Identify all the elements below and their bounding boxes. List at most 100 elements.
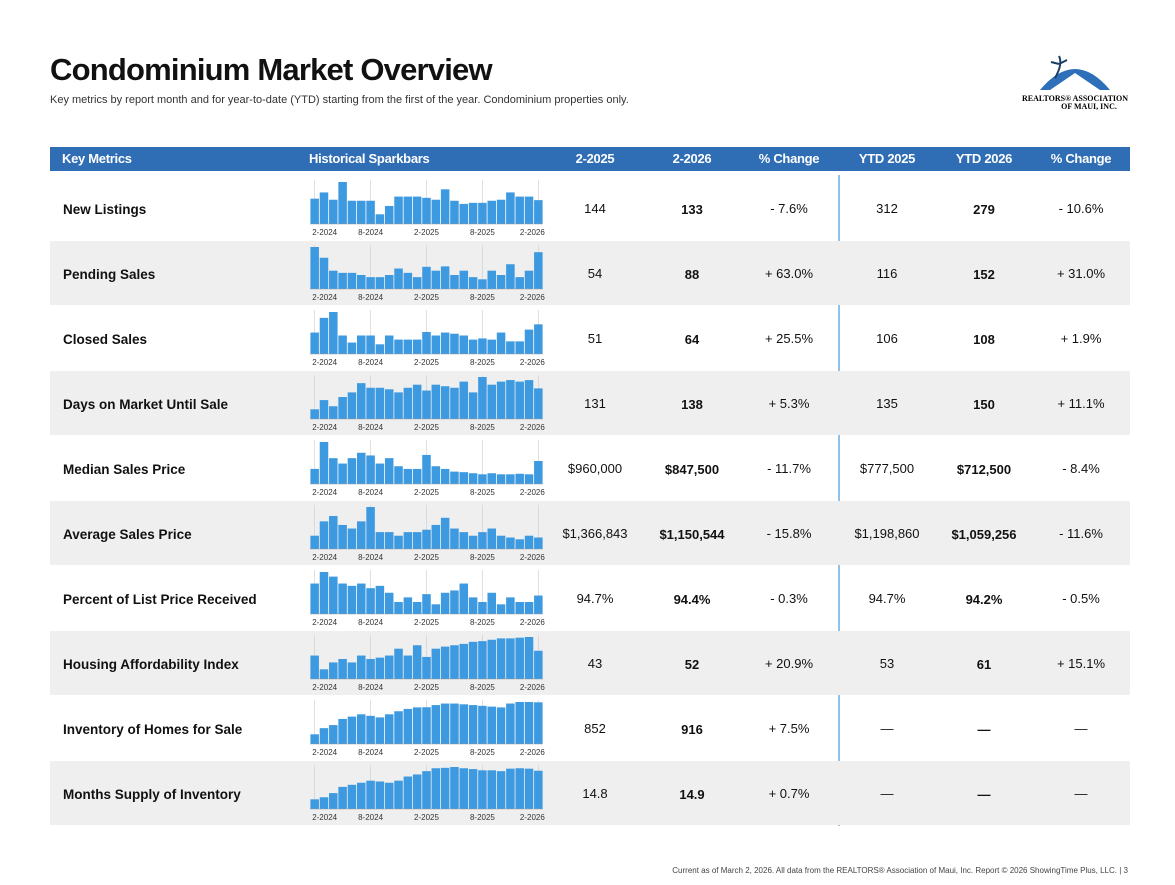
spark-bar bbox=[468, 641, 478, 679]
spark-bar bbox=[450, 645, 459, 679]
spark-bar bbox=[459, 381, 469, 419]
spark-bar bbox=[384, 714, 394, 744]
spark-bar bbox=[440, 646, 450, 679]
cell: 53 bbox=[879, 656, 895, 671]
spark-bar bbox=[524, 196, 534, 224]
spark-label: 2-2025 bbox=[414, 618, 439, 627]
spark-bar bbox=[366, 588, 375, 614]
cell: 94.4% bbox=[673, 592, 711, 607]
spark-bar bbox=[319, 400, 329, 419]
cell: 279 bbox=[973, 202, 995, 217]
metric-label: Inventory of Homes for Sale bbox=[63, 722, 243, 737]
spark-label: 2-2024 bbox=[312, 553, 337, 562]
header-bar bbox=[50, 147, 1130, 171]
column-header: % Change bbox=[1050, 151, 1112, 166]
spark-label: 8-2025 bbox=[470, 553, 495, 562]
row-bg bbox=[50, 501, 1130, 565]
spark-bar bbox=[422, 771, 431, 809]
spark-label: 8-2025 bbox=[470, 293, 495, 302]
spark-bar bbox=[347, 716, 357, 744]
spark-label: 2-2025 bbox=[414, 748, 439, 757]
spark-bar bbox=[459, 203, 469, 224]
column-header: YTD 2026 bbox=[955, 151, 1013, 166]
spark-bar bbox=[366, 658, 375, 679]
spark-bar bbox=[403, 387, 413, 419]
logo-text: REALTORS® ASSOCIATION bbox=[1022, 94, 1128, 103]
spark-label: 2-2026 bbox=[520, 683, 545, 692]
cell: 108 bbox=[973, 332, 995, 347]
spark-bar bbox=[468, 769, 478, 809]
logo: REALTORS® ASSOCIATION OF MAUI, INC. bbox=[1022, 55, 1128, 111]
spark-bar bbox=[338, 718, 347, 744]
spark-bar bbox=[468, 339, 478, 354]
cell: + 1.9% bbox=[1060, 331, 1102, 346]
spark-bar bbox=[468, 473, 478, 484]
spark-bar bbox=[310, 468, 319, 484]
row-bg bbox=[50, 371, 1130, 435]
spark-bar bbox=[515, 381, 524, 419]
spark-bar bbox=[338, 397, 347, 419]
cell: — bbox=[1074, 786, 1088, 801]
spark-bar bbox=[440, 767, 450, 809]
spark-label: 8-2025 bbox=[470, 683, 495, 692]
spark-bar bbox=[394, 602, 403, 614]
spark-bar bbox=[487, 528, 496, 549]
spark-bar bbox=[515, 768, 524, 809]
cell: 94.2% bbox=[965, 592, 1003, 607]
spark-label: 2-2025 bbox=[414, 293, 439, 302]
row-bg bbox=[50, 761, 1130, 825]
spark-bar bbox=[496, 638, 506, 679]
spark-label: 2-2026 bbox=[520, 423, 545, 432]
spark-bar bbox=[422, 656, 431, 679]
column-header: Key Metrics bbox=[62, 151, 132, 166]
spark-bar bbox=[534, 537, 543, 549]
spark-bar bbox=[394, 780, 403, 809]
spark-label: 2-2024 bbox=[312, 423, 337, 432]
column-header: 2-2026 bbox=[672, 151, 712, 166]
metric-label: Housing Affordability Index bbox=[63, 657, 239, 672]
spark-bar bbox=[384, 532, 394, 549]
spark-bar bbox=[440, 386, 450, 419]
sparkbars: 2-2024 8-2024 2-2025 8-2025 2-2026 bbox=[310, 310, 545, 367]
spark-label: 8-2024 bbox=[358, 618, 383, 627]
spark-bar bbox=[403, 272, 413, 289]
spark-bar bbox=[357, 452, 366, 484]
spark-bar bbox=[347, 392, 357, 419]
spark-bar bbox=[450, 528, 459, 549]
cell: 14.8 bbox=[582, 786, 608, 801]
spark-bar bbox=[506, 597, 515, 614]
cell: + 63.0% bbox=[764, 266, 814, 281]
spark-bar bbox=[338, 335, 347, 354]
spark-bar bbox=[394, 466, 403, 484]
spark-bar bbox=[347, 585, 357, 614]
spark-bar bbox=[496, 535, 506, 549]
spark-bar bbox=[375, 214, 385, 224]
spark-label: 2-2024 bbox=[312, 293, 337, 302]
spark-bar bbox=[440, 592, 450, 614]
cell: 94.7% bbox=[868, 591, 906, 606]
cell: 43 bbox=[587, 656, 603, 671]
spark-bar bbox=[357, 200, 366, 224]
cell: + 0.7% bbox=[768, 786, 810, 801]
cell: — bbox=[977, 722, 991, 737]
cell: 916 bbox=[681, 722, 703, 737]
spark-bar bbox=[403, 597, 413, 614]
spark-bar bbox=[338, 524, 347, 549]
spark-label: 8-2025 bbox=[470, 618, 495, 627]
spark-bar bbox=[384, 335, 394, 354]
spark-bar bbox=[366, 335, 375, 354]
spark-bar bbox=[440, 332, 450, 354]
cell: + 20.9% bbox=[764, 656, 814, 671]
cell: 150 bbox=[973, 397, 995, 412]
spark-bar bbox=[403, 532, 413, 549]
spark-bar bbox=[329, 458, 338, 484]
spark-bar bbox=[347, 342, 357, 354]
spark-bar bbox=[403, 776, 413, 809]
spark-bar bbox=[384, 655, 394, 679]
spark-bar bbox=[375, 781, 385, 809]
cell: + 7.5% bbox=[768, 721, 810, 736]
spark-bar bbox=[515, 196, 524, 224]
spark-bar bbox=[310, 535, 319, 549]
spark-bar bbox=[478, 202, 487, 224]
cell: - 0.5% bbox=[1062, 591, 1100, 606]
